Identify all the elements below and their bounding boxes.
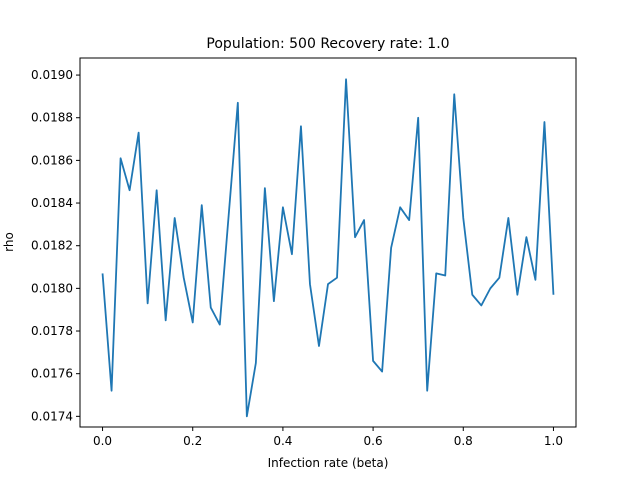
- x-tick-label: 0.2: [183, 434, 202, 448]
- x-axis-ticks: 0.0 0.2 0.4 0.6 0.8 1.0: [93, 427, 563, 448]
- x-tick-label: 0.4: [273, 434, 292, 448]
- y-tick-label: 0.0186: [31, 153, 73, 167]
- x-tick-label: 0.8: [454, 434, 473, 448]
- y-tick-label: 0.0178: [31, 324, 73, 338]
- y-tick-label: 0.0182: [31, 239, 73, 253]
- y-tick-label: 0.0188: [31, 111, 73, 125]
- y-axis-ticks: 0.0174 0.0176 0.0178 0.0180 0.0182 0.0184 0.01…: [31, 68, 80, 423]
- chart-title: Population: 500 Recovery rate: 1.0: [206, 36, 449, 52]
- series-line: [101, 78, 555, 418]
- y-tick-label: 0.0176: [31, 367, 73, 381]
- y-tick-label: 0.0174: [31, 409, 73, 423]
- plot-area: [101, 78, 555, 418]
- y-tick-label: 0.0184: [31, 196, 73, 210]
- y-tick-label: 0.0190: [31, 68, 73, 82]
- axes-frame: [79, 57, 577, 428]
- x-axis-label: Infection rate (beta): [268, 456, 389, 470]
- y-axis-label: rho: [2, 232, 16, 252]
- x-tick-label: 0.0: [93, 434, 112, 448]
- x-tick-label: 1.0: [544, 434, 563, 448]
- x-tick-label: 0.6: [364, 434, 383, 448]
- y-tick-label: 0.0180: [31, 281, 73, 295]
